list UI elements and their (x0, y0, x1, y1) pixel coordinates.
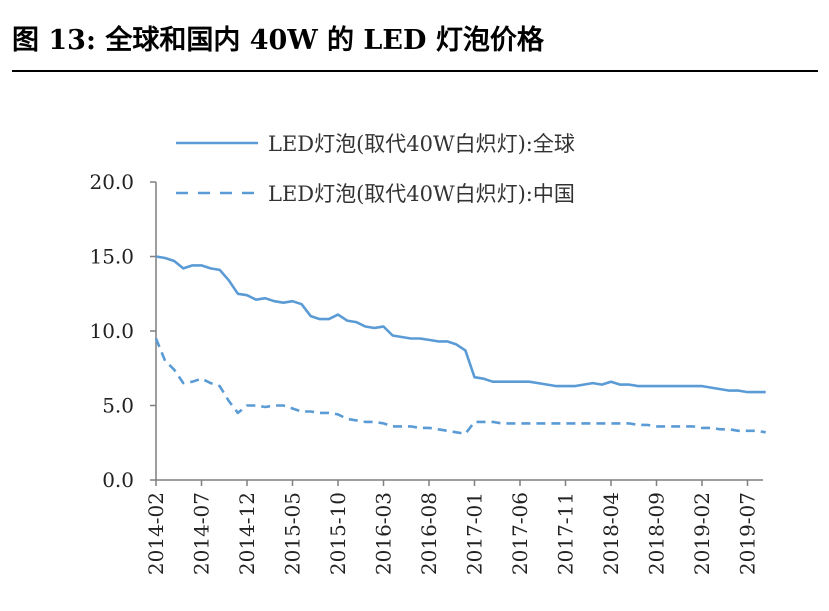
x-tick-label: 2017-01 (463, 492, 487, 575)
x-tick-label: 2014-02 (144, 492, 168, 575)
axes (150, 181, 763, 486)
figure-title: 图 13: 全球和国内 40W 的 LED 灯泡价格 (12, 25, 544, 56)
legend-label-global: LED灯泡(取代40W白炽灯):全球 (268, 132, 575, 156)
y-tick-label: 5.0 (102, 394, 134, 418)
x-tick-label: 2014-07 (190, 492, 214, 575)
series-line-global (155, 255, 766, 394)
x-tick-label: 2018-04 (599, 492, 623, 575)
x-tick-label: 2015-10 (326, 492, 350, 575)
series-line-china (154, 338, 766, 436)
x-tick-label: 2016-03 (372, 492, 396, 575)
x-tick-label: 2019-07 (736, 492, 760, 575)
series-lines (154, 255, 766, 436)
x-tick-label: 2018-09 (645, 492, 669, 575)
y-tick-label: 20.0 (89, 170, 134, 194)
title-underline (12, 70, 818, 72)
x-tick-label: 2016-08 (417, 492, 441, 575)
y-tick-labels: 0.0 5.0 10.0 15.0 20.0 (89, 170, 134, 492)
legend: LED灯泡(取代40W白炽灯):全球 LED灯泡(取代40W白炽灯):中国 (176, 132, 575, 206)
x-tick-label: 2017-11 (554, 492, 578, 575)
y-tick-label: 10.0 (89, 319, 134, 343)
x-tick-label: 2019-02 (690, 492, 714, 575)
x-tick-label: 2015-05 (281, 492, 305, 575)
x-tick-label: 2017-06 (508, 492, 532, 575)
y-tick-label: 0.0 (102, 468, 134, 492)
x-tick-labels: 2014-02 2014-07 2014-12 2015-05 2015-10 2016-… (144, 492, 760, 575)
legend-label-china: LED灯泡(取代40W白炽灯):中国 (268, 182, 575, 206)
y-tick-label: 15.0 (89, 245, 134, 269)
x-tick-label: 2014-12 (235, 492, 259, 575)
